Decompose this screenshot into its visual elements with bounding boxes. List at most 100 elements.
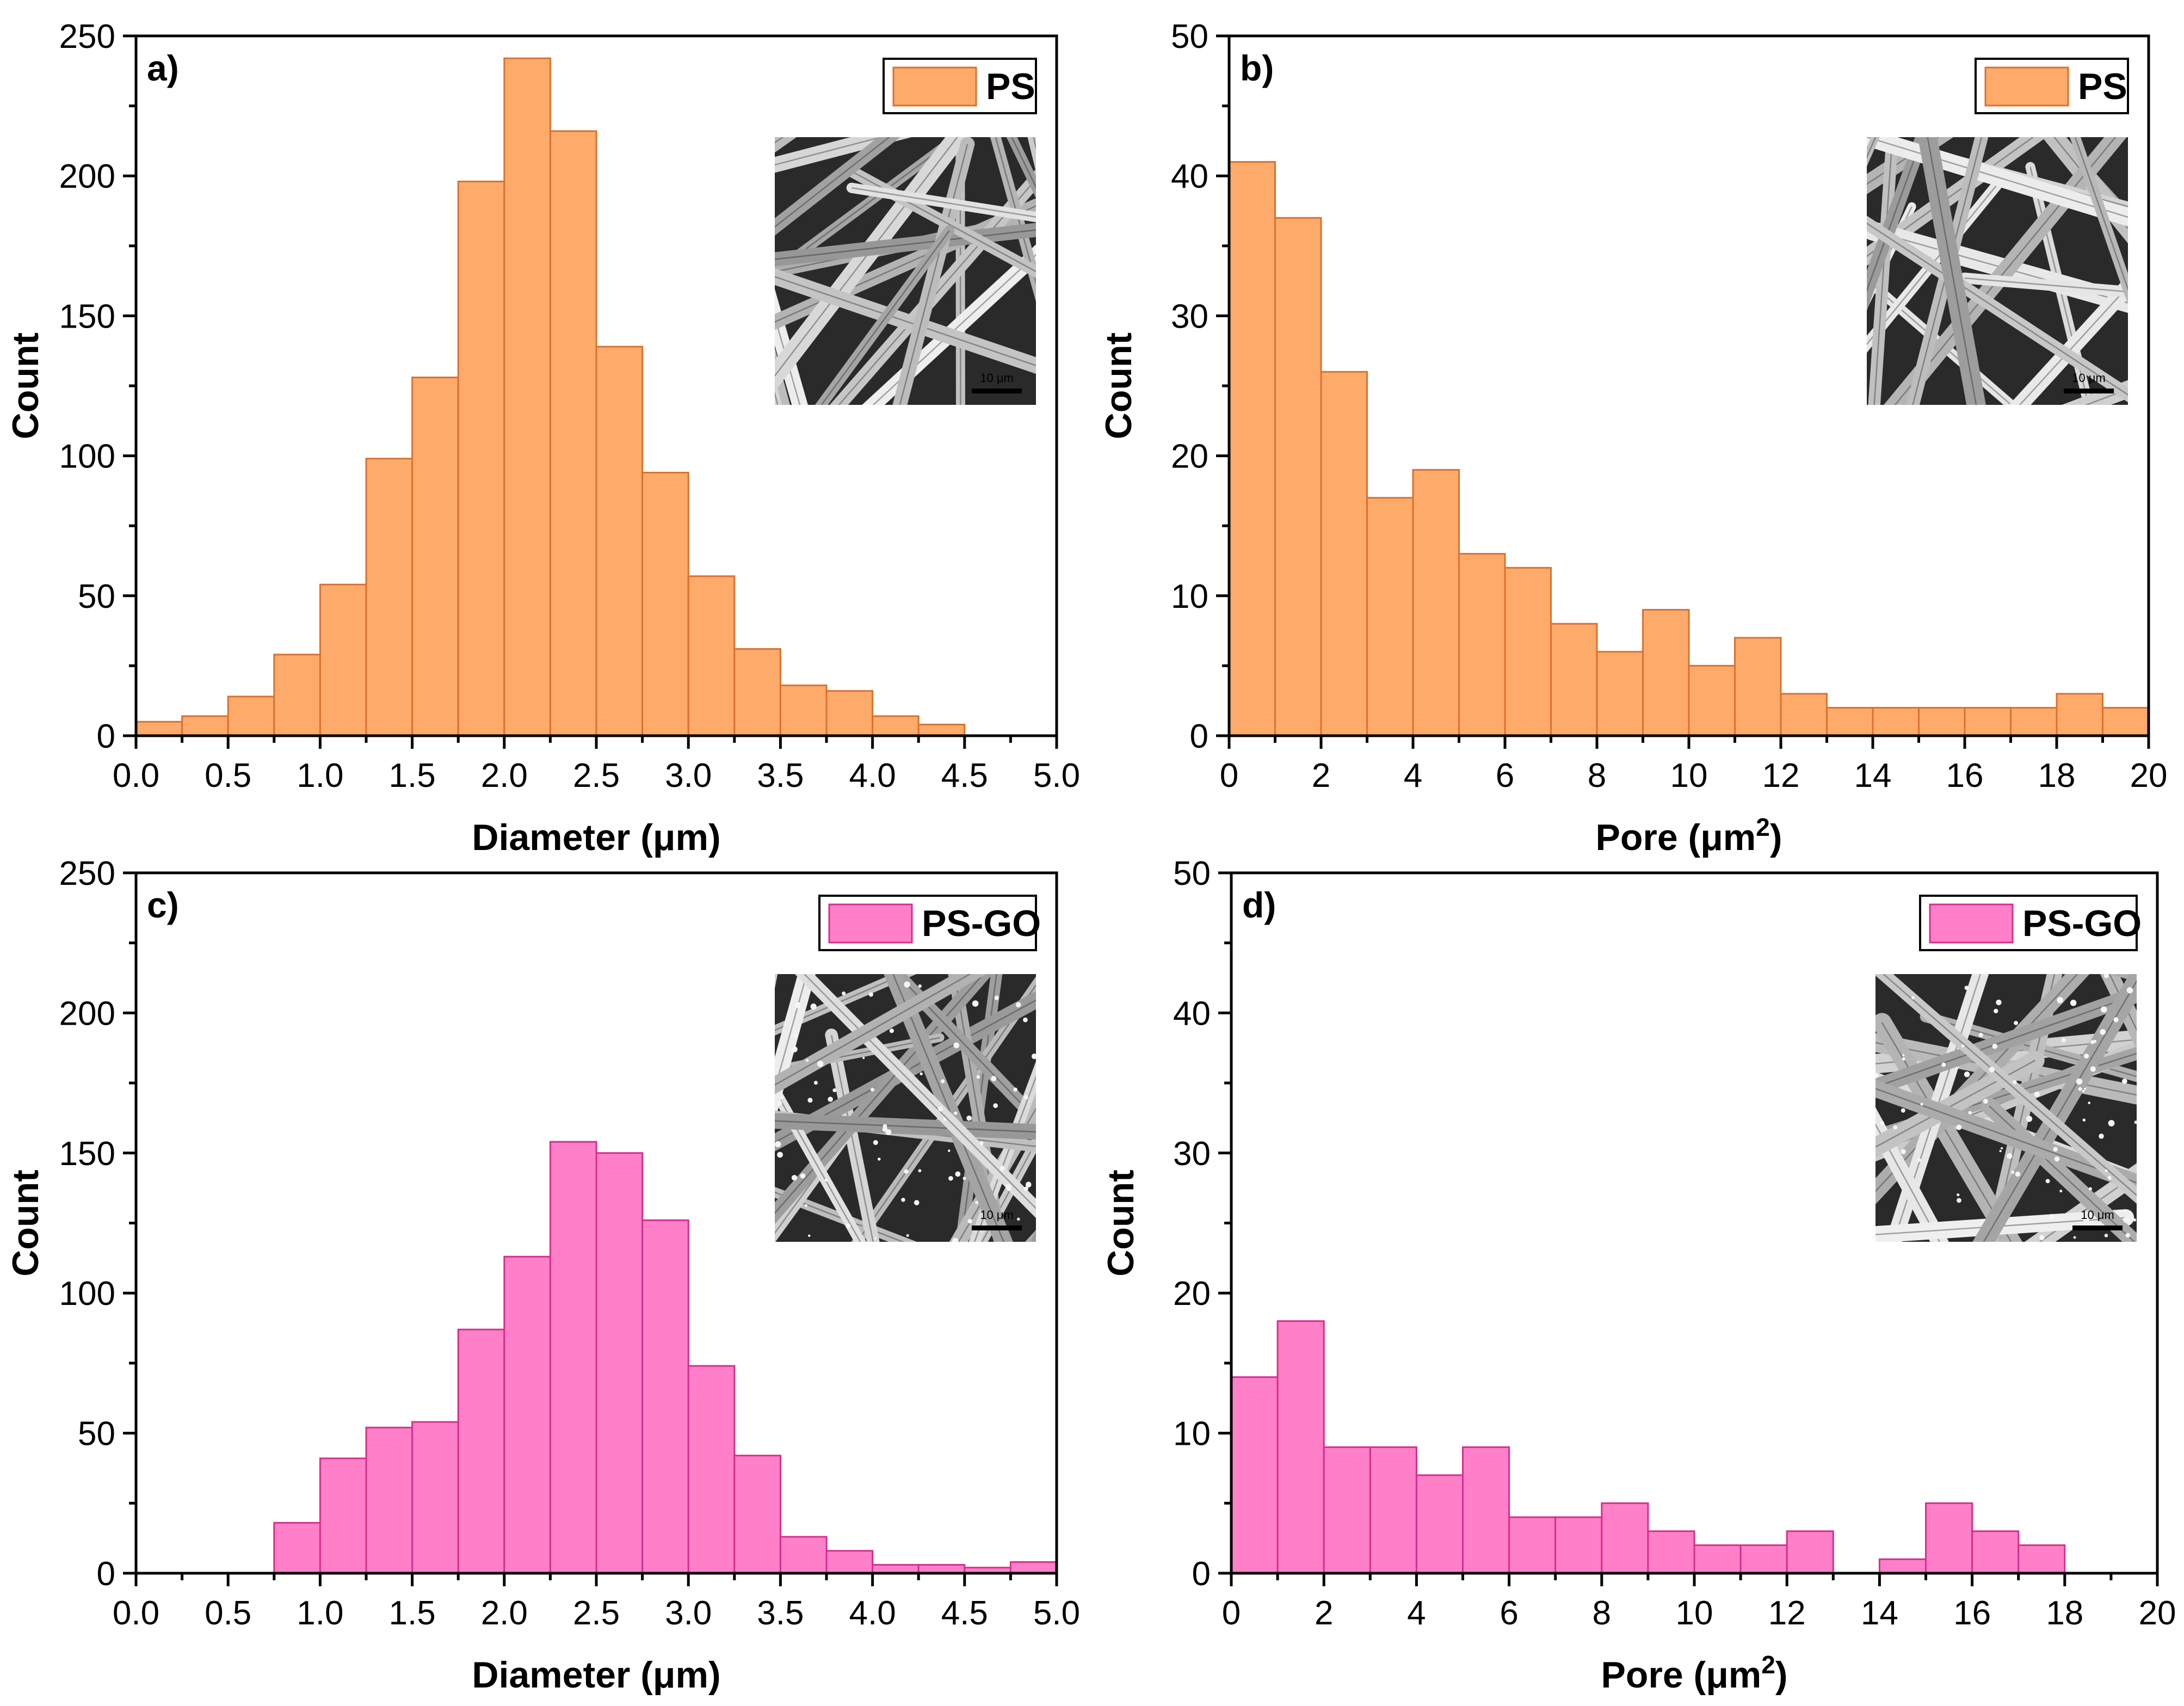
histogram-bar [2018,1544,2066,1574]
y-tick-label: 100 [59,438,115,476]
sem-go-particle [1957,1193,1960,1197]
sem-go-particle [2039,1235,2045,1241]
sem-go-particle [1901,1108,1905,1113]
histogram-bar [549,130,597,737]
sem-go-particle [873,1140,878,1145]
histogram-bar [1412,469,1460,737]
sem-inset-image [775,137,1036,405]
sem-go-particle [904,981,910,988]
y-tick-label: 10 [1173,1415,1211,1453]
sem-fiber-edge [896,974,1036,1120]
x-axis-label-close: ) [1775,1654,1788,1696]
histogram-bar [1688,664,1736,737]
sem-go-particle [948,1176,953,1181]
x-tick-label: 16 [1946,757,1984,795]
x-tick-label: 4 [1407,1594,1426,1632]
sem-fiber-edge [775,276,1036,366]
y-tick-label: 150 [59,298,115,335]
histogram-bar [1274,217,1322,737]
histogram-bar [457,1328,505,1574]
x-tick-label: 2.0 [481,1594,528,1632]
sem-go-particle [918,1169,922,1173]
sem-fiber [775,974,917,1036]
sem-go-particle [2084,1054,2089,1059]
x-tick-label: 8 [1593,1594,1611,1632]
sem-go-particle [1964,986,1969,990]
sem-go-particle [2034,1091,2040,1097]
sem-fiber [1875,1107,1949,1242]
histogram-bar [2056,693,2103,737]
x-tick-label: 12 [1768,1594,1806,1632]
x-tick-label: 20 [2139,1594,2176,1632]
sem-go-particle [1031,1054,1036,1060]
histogram-bar [2102,707,2150,737]
x-tick-label: 4.5 [941,757,988,795]
sem-go-particle [1023,1095,1028,1100]
histogram-bar [1323,1446,1371,1574]
sem-fiber [1918,137,1986,405]
sem-fiber [2175,959,2184,1586]
sem-go-particle [2014,1020,2018,1025]
histogram-bar [273,1522,321,1574]
legend-swatch [828,903,913,944]
sem-go-particle [938,1106,943,1112]
sem-go-particle [2088,1101,2091,1104]
sem-go-particle [2073,1236,2076,1239]
sem-fiber-edge [1867,279,2013,405]
sem-fiber [976,1131,1036,1242]
histogram-bar [1415,1474,1464,1574]
sem-go-particle [920,1072,923,1076]
x-tick-label: 10 [1676,1594,1713,1632]
sem-fiber-edge [872,254,1036,405]
histogram-bar [1786,1530,1834,1574]
sem-go-particle [2133,1218,2137,1222]
sem-go-particle [2088,1187,2092,1191]
sem-inset-image [775,974,1036,1242]
sem-fiber-edge [851,187,1036,218]
legend-label: PS-GO [922,903,1041,944]
chart-panel-c: 0.0 0.5 1.0 1.5 2.0 2.5 3.0 3.5 4.0 4.5 5.0 0 50 100 1… [5,855,1080,1696]
x-tick-label: 1.5 [388,1594,435,1632]
y-tick-label: 10 [1171,578,1208,615]
sem-go-particle [967,1218,973,1224]
x-tick-label: 1.0 [297,1594,343,1632]
x-tick-label: 0.0 [113,1594,159,1632]
histogram-bar [1872,707,1920,737]
sem-fiber-edge [775,137,891,228]
x-tick-label: 18 [2038,757,2076,795]
histogram-bar [319,1457,367,1574]
sem-go-particle [791,1175,798,1181]
sem-go-particle [2121,1079,2127,1084]
histogram-bar [2010,707,2058,737]
sem-go-particle [940,1079,945,1083]
sem-fiber-edge [1894,137,2117,405]
scale-bar [972,1225,1022,1230]
histogram-bar [1320,371,1368,737]
sem-go-particle [2015,1171,2021,1177]
sem-go-particle [2007,1153,2013,1159]
sem-fiber [1875,1209,2134,1242]
sem-fiber-edge [775,999,1036,1143]
y-tick-label: 50 [1171,18,1208,56]
y-tick-label: 0 [97,718,115,755]
sem-go-particle [805,1058,809,1062]
y-tick-label: 20 [1173,1275,1211,1313]
sem-fiber [1667,411,2184,452]
sem-fiber [1867,273,2019,405]
sem-fiber [1884,137,2127,405]
sem-go-particle [2061,1038,2066,1043]
sem-fiber-edge [775,315,801,405]
sem-inset-image [1875,959,2184,1586]
histogram-bar [917,723,966,737]
sem-go-particle [947,1149,951,1152]
legend-label: PS [2078,66,2127,107]
histogram-bar [825,690,874,737]
sem-go-particle [828,1097,833,1102]
chart-panel-b: 0 2 4 6 8 10 12 14 16 18 20 0 10 20 30 40 50 Pore (μm2) Co… [1098,18,2184,858]
sem-fiber-edge [852,171,1036,273]
sem-go-particle [1941,1062,1946,1067]
sem-go-particle [877,1157,881,1161]
histogram-bar [1462,1446,1510,1574]
histogram-bar [1550,623,1598,737]
y-tick-label: 150 [59,1135,115,1173]
